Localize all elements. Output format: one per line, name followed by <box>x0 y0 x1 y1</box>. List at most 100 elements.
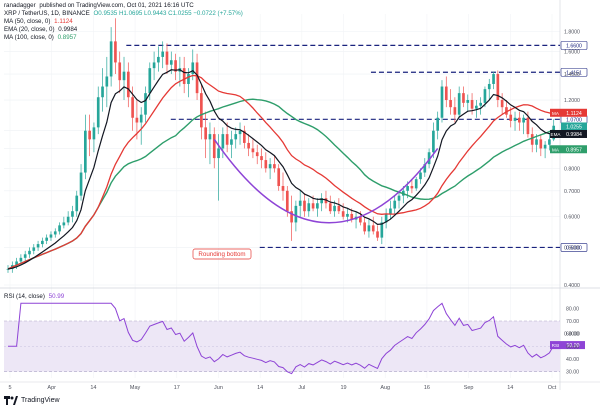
price-tag-value: 1.0255 <box>566 124 582 130</box>
candle-body <box>247 142 250 149</box>
ema20-legend[interactable]: EMA (20, close, 0) 0.9984 <box>4 26 79 34</box>
candle-body <box>126 71 130 98</box>
candle-body <box>414 179 418 189</box>
price-tick-label: 0.6000 <box>564 215 580 221</box>
rsi-tag-badge <box>550 341 561 350</box>
candle-body <box>238 130 242 135</box>
candle-body <box>466 100 470 103</box>
candle-body <box>444 86 448 101</box>
candle-body <box>45 237 49 241</box>
ma100-legend[interactable]: MA (100, close, 0) 0.8957 <box>4 34 79 42</box>
time-tick-label: 16 <box>424 385 430 391</box>
rsi-tick-label: 30.00 <box>566 370 579 376</box>
ema20-value: 0.9984 <box>58 26 78 33</box>
level-tag <box>560 243 588 252</box>
price-tag <box>561 145 587 154</box>
candle-body <box>58 225 61 232</box>
candle-body <box>350 213 354 220</box>
candle-body <box>212 134 216 159</box>
candle-body <box>462 93 465 103</box>
candle-body <box>384 213 388 223</box>
candle-body <box>294 205 298 223</box>
candle-body <box>449 100 452 108</box>
candle-body <box>234 134 238 140</box>
candle-body <box>23 254 27 258</box>
candle-body <box>71 211 74 217</box>
candle-body <box>440 86 444 118</box>
candle-body <box>457 93 461 115</box>
price-tick-label: 0.3000 <box>564 331 580 337</box>
time-tick-label: 14 <box>90 385 96 391</box>
ma50-legend[interactable]: MA (50, close, 0) 1.1124 <box>4 18 75 26</box>
candle-body <box>62 222 66 226</box>
ma50-label: MA (50, close, 0) <box>4 18 51 25</box>
candle-body <box>380 222 384 238</box>
candle-body <box>419 172 422 180</box>
tradingview-logo-icon <box>4 396 18 405</box>
rsi-tick-label: 60.00 <box>566 332 579 338</box>
symbol-line: XRP / TetherUS, 1D, BINANCE O0.9535 H1.0… <box>4 10 245 18</box>
time-tick-label: Oct <box>548 385 557 391</box>
rounding-bottom-annotation: Rounding bottom <box>198 251 245 258</box>
rsi-tag-label: RSI <box>552 343 560 348</box>
time-tick-label: Aug <box>380 385 390 391</box>
candle-body <box>260 156 263 161</box>
candle-body <box>423 164 427 173</box>
candle-body <box>204 127 207 140</box>
price-tag-badge <box>550 129 561 138</box>
chart-header: ranadagger published on TradingView.com,… <box>4 2 196 10</box>
candle-body <box>535 139 538 145</box>
price-tick-label: 0.4000 <box>564 283 580 289</box>
candle-body <box>251 148 255 153</box>
candle-body <box>169 60 173 65</box>
candle-body <box>88 130 91 140</box>
candle-body <box>500 100 504 108</box>
candle-body <box>157 56 160 63</box>
ma50-line <box>7 74 554 270</box>
author-label: ranadagger <box>4 2 36 9</box>
level-tag <box>560 41 588 50</box>
candle-body <box>337 205 341 212</box>
candle-body <box>543 144 547 149</box>
price-tag-label: MA <box>552 111 560 116</box>
candle-body <box>79 172 83 196</box>
candle-body <box>363 222 366 232</box>
rounding-bottom-arc <box>213 138 439 224</box>
candle-body <box>517 117 521 123</box>
candle-body <box>298 200 302 206</box>
tradingview-footer: TradingView <box>4 396 60 405</box>
candle-body <box>513 117 517 121</box>
candle-body <box>393 200 397 209</box>
candle-body <box>526 117 530 135</box>
price-tick-label: 1.8000 <box>564 30 580 36</box>
price-tag-badge <box>550 145 561 154</box>
candle-body <box>195 62 199 94</box>
ma50-value: 1.1124 <box>54 18 73 25</box>
candle-body <box>483 89 487 103</box>
rsi-tick-label: 50.00 <box>566 344 579 350</box>
candle-body <box>15 261 18 266</box>
candle-body <box>148 68 152 94</box>
level-value: 0.5000 <box>566 245 582 251</box>
candle-body <box>32 247 36 251</box>
candle-body <box>208 134 212 140</box>
price-tag-value: 0.8957 <box>566 147 582 153</box>
candle-body <box>109 41 113 77</box>
candle-body <box>230 139 233 145</box>
price-tick-label: 0.7000 <box>564 189 580 195</box>
price-tag-badge <box>550 108 561 117</box>
candle-body <box>281 186 285 191</box>
symbol-label[interactable]: XRP / TetherUS, 1D, BINANCE <box>4 10 90 17</box>
candle-body <box>410 186 414 189</box>
candle-body <box>406 186 409 191</box>
candle-body <box>470 100 474 109</box>
candle-body <box>131 97 134 118</box>
time-tick-label: 5 <box>8 385 11 391</box>
ohlc-readout: O0.9535 H1.0695 L0.9443 C1.0255 −0.0722 … <box>93 10 243 17</box>
candle-body <box>49 234 53 238</box>
rsi-legend[interactable]: RSI (14, close) 50.99 <box>4 293 66 301</box>
candle-body <box>114 41 117 63</box>
candle-body <box>346 213 349 217</box>
time-tick-label: Jun <box>214 385 223 391</box>
